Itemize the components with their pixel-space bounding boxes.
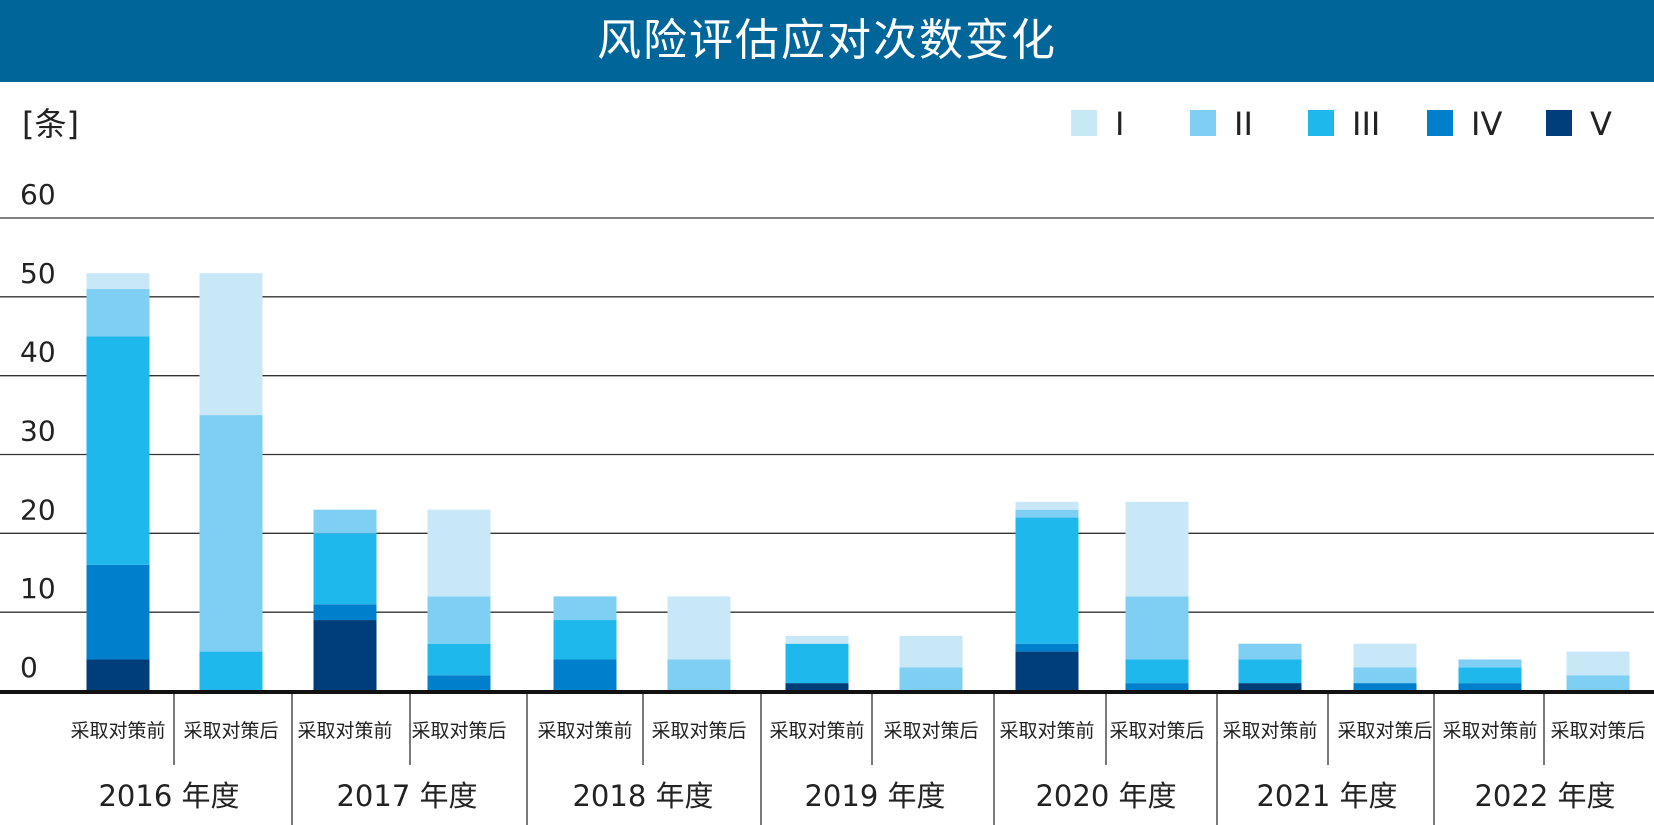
bar-segment-I (1353, 643, 1417, 668)
bar-segment-V (785, 683, 849, 691)
bar-segment-III (1458, 667, 1522, 684)
bar-segment-III (427, 643, 491, 676)
bar-segment-I (667, 596, 731, 660)
bar-segment-IV (1458, 683, 1522, 691)
bar-segment-III (199, 651, 263, 691)
legend-label-III: III (1352, 105, 1380, 143)
legend-label-I: I (1115, 105, 1124, 143)
x-category-label: 采取对策后 (883, 720, 978, 742)
bar-segment-II (667, 659, 731, 691)
y-tick-label: 50 (20, 257, 56, 290)
bar-segment-I (1566, 651, 1630, 676)
bar-segment-III (1015, 517, 1079, 644)
y-tick-label: 10 (20, 572, 56, 605)
x-category-label: 采取对策前 (1222, 720, 1317, 742)
legend-swatch-II (1190, 110, 1216, 136)
bar-segment-IV (427, 675, 491, 691)
bar-segment-V (313, 620, 377, 691)
legend-swatch-IV (1427, 110, 1453, 136)
bar-segment-II (553, 596, 617, 621)
y-tick-label: 60 (20, 178, 56, 211)
y-tick-label: 40 (20, 336, 56, 369)
x-category-label: 采取对策前 (1442, 720, 1537, 742)
bar-segment-III (1125, 659, 1189, 684)
bar-segment-II (313, 509, 377, 534)
bar-segment-III (553, 620, 617, 660)
bar-segment-II (1458, 659, 1522, 668)
y-tick-label: 20 (20, 493, 56, 526)
bar-segment-I (199, 273, 263, 416)
bar-segment-II (199, 415, 263, 652)
bar-segment-II (1125, 596, 1189, 660)
bar-segment-I (899, 635, 963, 668)
bar-segment-II (86, 288, 150, 337)
bar-segment-V (1015, 651, 1079, 691)
x-category-label: 采取对策后 (183, 720, 278, 742)
bar-segment-I (86, 273, 150, 289)
bar-segment-IV (1353, 683, 1417, 691)
x-group-label: 2018 年度 (572, 779, 713, 813)
bar-segment-I (427, 509, 491, 597)
x-category-label: 采取对策前 (537, 720, 632, 742)
chart-title: 风险评估应对次数变化 (597, 15, 1057, 66)
bar-segment-I (785, 635, 849, 644)
unit-label: [条] (22, 105, 79, 143)
x-category-label: 采取对策后 (651, 720, 746, 742)
bar-segment-III (313, 533, 377, 605)
x-group-label: 2021 年度 (1256, 779, 1397, 813)
legend-swatch-V (1546, 110, 1572, 136)
x-category-label: 采取对策前 (999, 720, 1094, 742)
bar-segment-IV (86, 564, 150, 660)
bar-segment-III (785, 643, 849, 684)
bar-segment-II (899, 667, 963, 691)
bar-segment-II (427, 596, 491, 644)
bar-segment-I (1015, 501, 1079, 510)
bar-segment-II (1238, 643, 1302, 660)
bar-segment-IV (1015, 643, 1079, 652)
bar-segment-II (1566, 675, 1630, 691)
x-group-label: 2017 年度 (336, 779, 477, 813)
legend-swatch-III (1308, 110, 1334, 136)
x-category-label: 采取对策后 (1109, 720, 1204, 742)
x-category-label: 采取对策后 (411, 720, 506, 742)
bar-segment-V (1238, 683, 1302, 691)
title-bar (0, 0, 1654, 82)
bar-segment-IV (553, 659, 617, 691)
legend-label-II: II (1234, 105, 1253, 143)
legend-label-V: V (1590, 105, 1612, 143)
x-category-label: 采取对策后 (1550, 720, 1645, 742)
bar-segment-II (1353, 667, 1417, 684)
bar-segment-I (1125, 501, 1189, 597)
y-tick-label: 0 (20, 651, 38, 684)
bar-segment-IV (1125, 683, 1189, 691)
x-group-label: 2019 年度 (804, 779, 945, 813)
legend-label-IV: IV (1471, 105, 1502, 143)
bar-segment-III (86, 336, 150, 565)
bar-segment-II (1015, 509, 1079, 518)
x-category-label: 采取对策后 (1337, 720, 1432, 742)
bar-segment-III (1238, 659, 1302, 684)
x-category-label: 采取对策前 (70, 720, 165, 742)
y-tick-label: 30 (20, 415, 56, 448)
x-group-label: 2020 年度 (1035, 779, 1176, 813)
x-category-label: 采取对策前 (297, 720, 392, 742)
x-category-label: 采取对策前 (769, 720, 864, 742)
legend-swatch-I (1071, 110, 1097, 136)
x-group-label: 2022 年度 (1474, 779, 1615, 813)
bar-segment-V (86, 659, 150, 691)
x-group-label: 2016 年度 (98, 779, 239, 813)
bar-segment-IV (313, 604, 377, 621)
